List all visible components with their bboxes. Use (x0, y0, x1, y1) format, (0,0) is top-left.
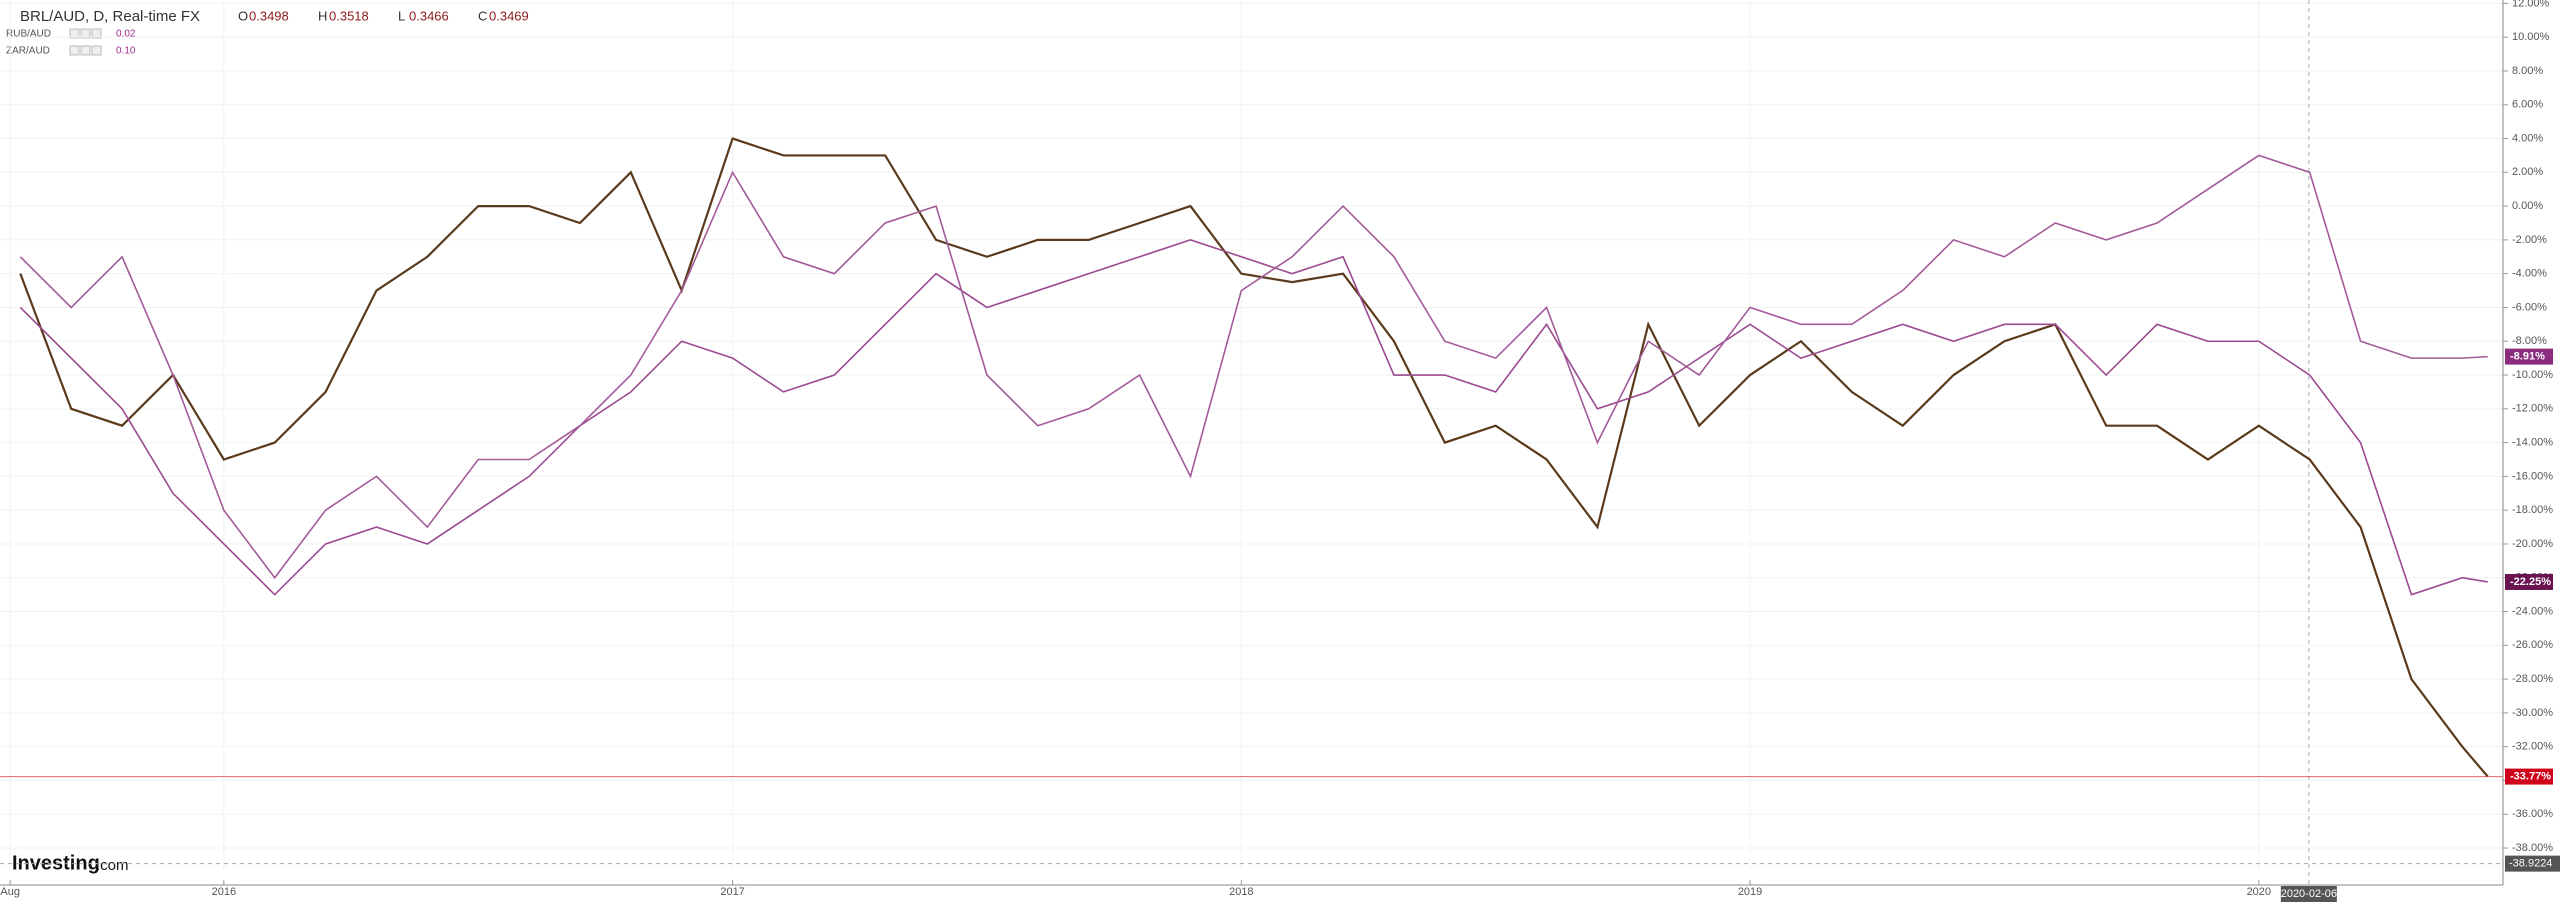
ohlc-key: L (398, 8, 405, 23)
x-tick-label: 2018 (1229, 886, 1253, 898)
y-tick-label: -12.00% (2512, 403, 2553, 415)
value-label: -8.91% (2510, 351, 2545, 363)
series-line (19, 239, 2488, 596)
y-tick-label: -32.00% (2512, 741, 2553, 753)
series-line (19, 154, 2488, 580)
y-tick-label: -28.00% (2512, 673, 2553, 685)
y-tick-label: -30.00% (2512, 707, 2553, 719)
y-tick-label: 4.00% (2512, 132, 2543, 144)
y-tick-label: -38.00% (2512, 842, 2553, 854)
y-tick-label: -8.00% (2512, 335, 2547, 347)
overlay-button (80, 28, 91, 39)
crosshair-x-box (2280, 886, 2337, 902)
ohlc-value: 0.3466 (409, 8, 449, 23)
ohlc-value: 0.3518 (329, 8, 369, 23)
value-label-box (2505, 348, 2553, 365)
y-tick-label: 2.00% (2512, 166, 2543, 178)
chart-title: BRL/AUD, D, Real-time FX (20, 8, 200, 25)
overlay-button (69, 45, 80, 56)
y-tick-label: -14.00% (2512, 437, 2553, 449)
watermark-suffix: .com (96, 857, 129, 874)
y-tick-label: -26.00% (2512, 639, 2553, 651)
x-tick-label: 2016 (212, 886, 236, 898)
y-tick-label: -16.00% (2512, 470, 2553, 482)
y-tick-label: -6.00% (2512, 301, 2547, 313)
y-tick-label: -24.00% (2512, 605, 2553, 617)
crosshair-y-box (2505, 855, 2560, 872)
ohlc-key: H (318, 8, 327, 23)
overlay-button (91, 45, 102, 56)
ohlc-value: 0.3469 (489, 8, 529, 23)
x-tick-label: Aug (0, 886, 20, 898)
overlay-button (91, 28, 102, 39)
crosshair-x-label: 2020-02-06 (2281, 888, 2337, 900)
y-tick-label: 6.00% (2512, 99, 2543, 111)
value-label: -22.25% (2510, 576, 2551, 588)
y-tick-label: -18.00% (2512, 504, 2553, 516)
x-tick-label: 2019 (1738, 886, 1762, 898)
y-tick-label: -20.00% (2512, 538, 2553, 550)
ohlc-readout: O 0.3498 H 0.3518 L 0.3466 C 0.3469 (238, 8, 529, 23)
y-tick-label: -4.00% (2512, 268, 2547, 280)
y-tick-label: -2.00% (2512, 234, 2547, 246)
x-tick-label: 2020 (2247, 886, 2271, 898)
y-tick-label: 10.00% (2512, 31, 2550, 43)
value-label-box (2505, 573, 2553, 590)
y-tick-label: -36.00% (2512, 808, 2553, 820)
watermark-brand: Investing (12, 852, 100, 874)
value-label: -33.77% (2510, 770, 2551, 782)
overlay-button (69, 28, 80, 39)
overlay-change: 0.02 (116, 29, 136, 40)
y-tick-label: -10.00% (2512, 369, 2553, 381)
crosshair-y-label: -38.9224 (2509, 858, 2552, 870)
y-tick-label: 0.00% (2512, 200, 2543, 212)
y-tick-label: 12.00% (2512, 0, 2550, 9)
y-tick-label: 8.00% (2512, 65, 2543, 77)
x-tick-label: 2017 (720, 886, 744, 898)
overlay-change: 0.10 (116, 46, 136, 57)
overlay-name: RUB/AUD (6, 29, 51, 40)
ohlc-key: C (478, 8, 487, 23)
overlay-button (80, 45, 91, 56)
ohlc-value: 0.3498 (249, 8, 289, 23)
value-label-box (2505, 768, 2553, 785)
overlay-legend: RUB/AUD 0.02 ZAR/AUD 0.10 (6, 28, 136, 57)
series-line (19, 137, 2489, 778)
overlay-name: ZAR/AUD (6, 46, 50, 57)
ohlc-key: O (238, 8, 248, 23)
